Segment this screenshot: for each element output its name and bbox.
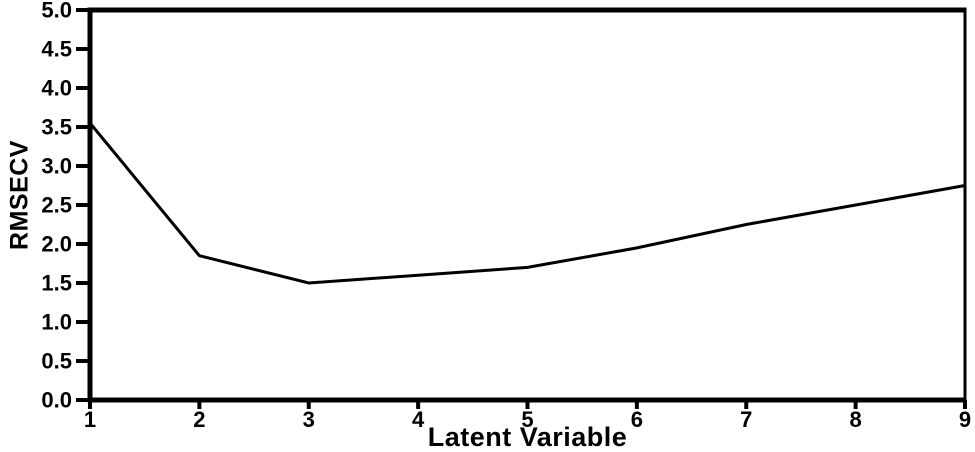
x-tick-label: 7 [740,407,752,432]
x-tick-label: 1 [84,407,96,432]
x-axis-title: Latent Variable [427,422,628,452]
x-tick-label: 8 [850,407,862,432]
y-axis-title: RMSECV [5,140,34,250]
y-tick-label: 4.5 [41,37,72,62]
x-tick-label: 2 [193,407,205,432]
y-tick-label: 2.5 [41,193,72,218]
y-tick-label: 2.0 [41,232,72,257]
y-tick-label: 3.5 [41,115,72,140]
x-tick-label: 9 [959,407,971,432]
x-tick-label: 6 [631,407,643,432]
y-tick-label: 0.0 [41,388,72,413]
y-tick-label: 4.0 [41,76,72,101]
y-tick-label: 1.5 [41,271,72,296]
x-tick-label: 4 [412,407,425,432]
y-tick-label: 0.5 [41,349,72,374]
y-tick-label: 3.0 [41,154,72,179]
y-tick-label: 5.0 [41,0,72,23]
x-tick-label: 3 [303,407,315,432]
x-tick-label: 5 [521,407,533,432]
y-tick-label: 1.0 [41,310,72,335]
rmsecv-data-line [88,122,966,285]
